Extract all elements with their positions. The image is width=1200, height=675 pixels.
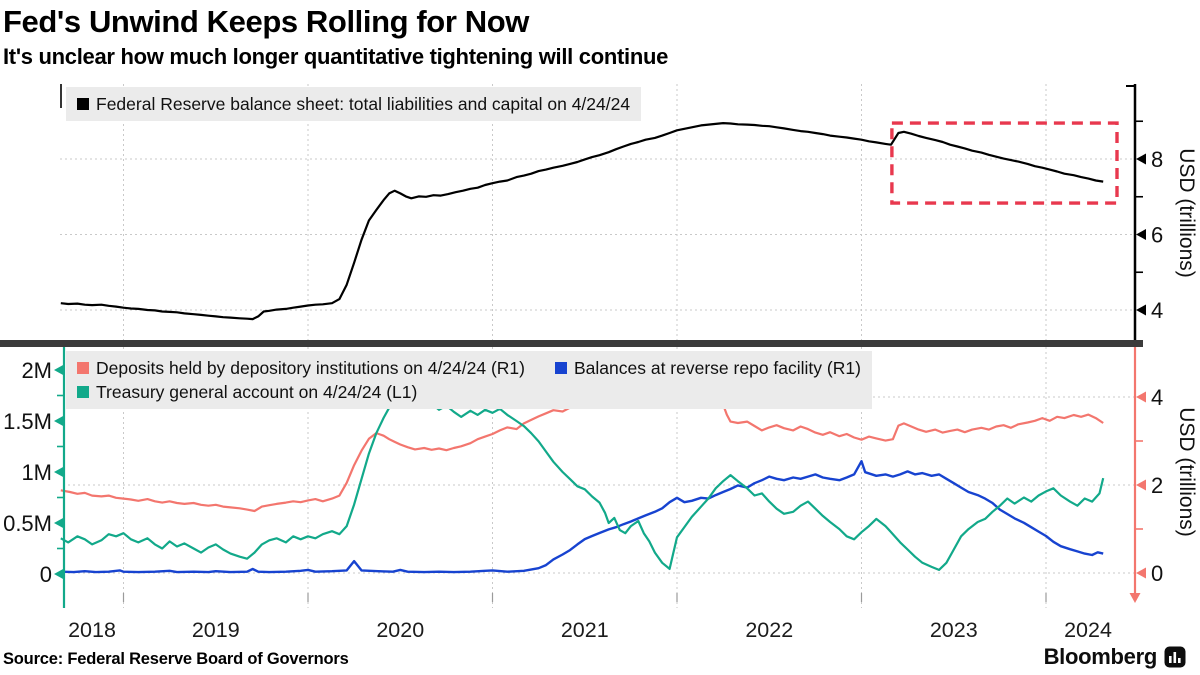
bottom-left-tick-label: 1M: [21, 460, 52, 485]
legend-row: Treasury general account on 4/24/24 (L1): [77, 380, 861, 404]
x-axis-year-label: 2019: [192, 618, 240, 642]
bottom-left-tick-label: 0.5M: [3, 511, 52, 536]
legend-label: Federal Reserve balance sheet: total lia…: [96, 94, 631, 114]
bottom-right-tick-label: 2: [1151, 473, 1163, 498]
axis-tick-arrow: [54, 568, 64, 580]
bottom-chart-legend: Deposits held by depository institutions…: [66, 351, 872, 409]
legend-swatch-icon: [77, 98, 89, 110]
bloomberg-wordmark: Bloomberg: [1043, 644, 1158, 669]
legend-row: Federal Reserve balance sheet: total lia…: [77, 92, 630, 116]
bloomberg-logo: Bloomberg: [1044, 644, 1186, 670]
bottom-right-tick-label: 4: [1151, 385, 1163, 410]
top-axis-tick-label: 4: [1151, 298, 1163, 323]
axis-end-arrow: [1129, 593, 1141, 603]
axis-tick-arrow: [54, 466, 64, 478]
axis-tick-arrow: [1136, 391, 1146, 403]
qt-highlight-box: [890, 121, 1119, 205]
legend-label: Treasury general account on 4/24/24 (L1): [96, 382, 418, 402]
axis-tick-arrow: [1136, 153, 1146, 165]
legend-swatch-icon: [77, 362, 89, 374]
panel-separator: [0, 340, 1143, 347]
legend-swatch-icon: [555, 362, 567, 374]
axis-tick-arrow: [1136, 304, 1146, 316]
axis-tick-arrow: [1136, 479, 1146, 491]
bottom-right-tick-label: 0: [1151, 561, 1163, 586]
bottom-left-tick-label: 0: [40, 562, 52, 587]
x-axis-year-label: 2018: [68, 618, 116, 642]
x-axis-year-label: 2023: [930, 618, 978, 642]
bar-chart-app-icon: [1164, 646, 1186, 668]
axis-tick-arrow: [54, 364, 64, 376]
axis-tick-arrow: [54, 517, 64, 529]
legend-label: Balances at reverse repo facility (R1): [574, 358, 861, 378]
axis-tick-arrow: [1136, 229, 1146, 240]
legend-label: Deposits held by depository institutions…: [96, 358, 525, 378]
axis-tick-arrow: [54, 415, 64, 427]
bottom-left-tick-label: 2M: [21, 358, 52, 383]
source-note: Source: Federal Reserve Board of Governo…: [3, 650, 349, 668]
legend-item: Deposits held by depository institutions…: [77, 356, 525, 380]
bottom-right-axis-title: USD (trillions): [1175, 407, 1198, 537]
top-chart-legend: Federal Reserve balance sheet: total lia…: [66, 87, 642, 121]
page-subtitle: It's unclear how much longer quantitativ…: [3, 44, 669, 69]
x-axis-year-label: 2020: [376, 618, 424, 642]
top-axis-tick-label: 6: [1151, 223, 1163, 248]
top-axis-tick-label: 8: [1151, 147, 1163, 172]
legend-item: Federal Reserve balance sheet: total lia…: [77, 92, 630, 116]
legend-item: Treasury general account on 4/24/24 (L1): [77, 380, 417, 404]
x-axis-year-label: 2024: [1064, 618, 1112, 642]
balance-sheet-line: [60, 121, 1104, 321]
x-axis-year-label: 2021: [561, 618, 609, 642]
x-axis-year-label: 2022: [745, 618, 793, 642]
axis-tick-arrow: [1136, 567, 1146, 579]
page-title: Fed's Unwind Keeps Rolling for Now: [3, 4, 529, 39]
legend-row: Deposits held by depository institutions…: [77, 356, 861, 380]
reverse-repo-line: [60, 460, 1104, 574]
legend-swatch-icon: [77, 386, 89, 398]
top-right-axis-title: USD (trillions): [1175, 148, 1198, 278]
treasury-general-account-line: [60, 393, 1105, 572]
bottom-left-tick-label: 1.5M: [3, 409, 52, 434]
legend-item: Balances at reverse repo facility (R1): [555, 356, 861, 380]
